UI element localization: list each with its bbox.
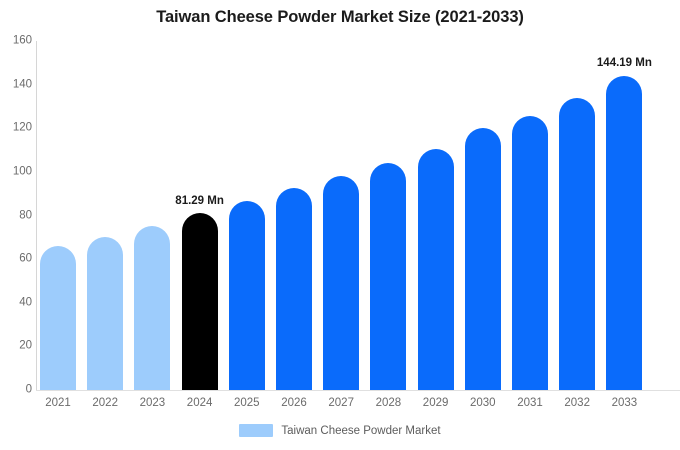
chart-title: Taiwan Cheese Powder Market Size (2021-2… xyxy=(156,8,524,26)
x-axis-tick-label: 2030 xyxy=(470,397,496,409)
x-axis-tick-label: 2027 xyxy=(328,397,354,409)
bar[interactable] xyxy=(87,236,124,390)
y-axis-tick-label: 120 xyxy=(12,121,32,134)
x-axis-tick-label: 2021 xyxy=(45,397,71,409)
y-axis-tick-label: 140 xyxy=(12,77,32,90)
bar[interactable] xyxy=(559,97,596,390)
bar[interactable] xyxy=(323,176,360,390)
y-axis-tick-label: 100 xyxy=(12,165,32,178)
y-axis-tick-label: 60 xyxy=(19,252,32,265)
bar-value-label: 144.19 Mn xyxy=(596,57,652,70)
x-axis-tick-label: 2032 xyxy=(564,397,590,409)
bar[interactable] xyxy=(276,188,312,390)
bar-value-label: 81.29 Mn xyxy=(175,194,224,207)
y-axis-tick-label: 0 xyxy=(25,383,32,396)
x-axis-line xyxy=(36,390,680,391)
bar[interactable] xyxy=(417,148,454,390)
x-axis-tick-label: 2031 xyxy=(517,397,543,409)
y-axis-tick-label: 160 xyxy=(12,34,32,47)
bar[interactable] xyxy=(606,75,643,390)
bar[interactable] xyxy=(228,201,265,390)
x-axis-tick-label: 2024 xyxy=(186,397,213,409)
x-axis-tick-label: 2029 xyxy=(422,397,449,409)
bar[interactable] xyxy=(134,225,171,390)
x-axis-tick-label: 2022 xyxy=(92,397,118,409)
x-axis-tick-label: 2026 xyxy=(281,397,307,409)
x-axis-tick-label: 2023 xyxy=(139,397,166,409)
x-axis-tick-label: 2028 xyxy=(375,397,402,409)
legend-label: Taiwan Cheese Powder Market xyxy=(281,424,441,437)
x-axis-tick-label: 2025 xyxy=(234,397,260,409)
y-axis-tick-label: 80 xyxy=(19,208,32,221)
legend-swatch xyxy=(239,424,274,437)
bar[interactable] xyxy=(512,116,548,390)
y-axis-tick-labels: 0 20 40 60 80 100 120 140 160 xyxy=(0,0,32,450)
bar[interactable] xyxy=(181,212,218,390)
y-axis-line xyxy=(36,41,37,390)
chart-legend: Taiwan Cheese Powder Market xyxy=(0,424,680,437)
y-axis-tick-label: 40 xyxy=(19,296,32,308)
bar[interactable] xyxy=(464,128,501,390)
x-axis-tick-label: 2033 xyxy=(611,397,638,409)
y-axis-tick-label: 20 xyxy=(19,339,32,352)
bar[interactable] xyxy=(40,246,76,390)
bar[interactable] xyxy=(370,163,407,390)
